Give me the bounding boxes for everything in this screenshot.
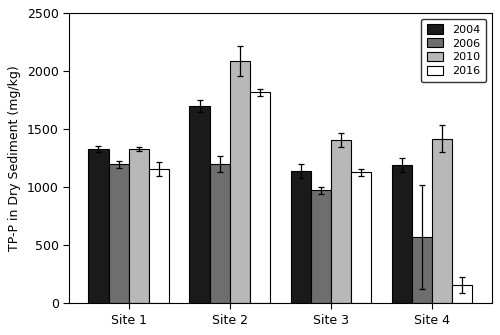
Bar: [129, 149, 149, 303]
Bar: [230, 61, 250, 303]
Bar: [310, 190, 331, 303]
Bar: [108, 164, 129, 303]
Bar: [290, 171, 310, 303]
Bar: [250, 92, 270, 303]
Y-axis label: TP-P in Dry Sediment (mg/kg): TP-P in Dry Sediment (mg/kg): [8, 65, 22, 251]
Bar: [210, 164, 230, 303]
Bar: [452, 285, 472, 303]
Bar: [392, 165, 412, 303]
Legend: 2004, 2006, 2010, 2016: 2004, 2006, 2010, 2016: [421, 19, 486, 82]
Bar: [331, 140, 351, 303]
Bar: [149, 169, 169, 303]
Bar: [412, 237, 432, 303]
Bar: [88, 149, 108, 303]
Bar: [190, 106, 210, 303]
Bar: [432, 139, 452, 303]
Bar: [351, 172, 372, 303]
